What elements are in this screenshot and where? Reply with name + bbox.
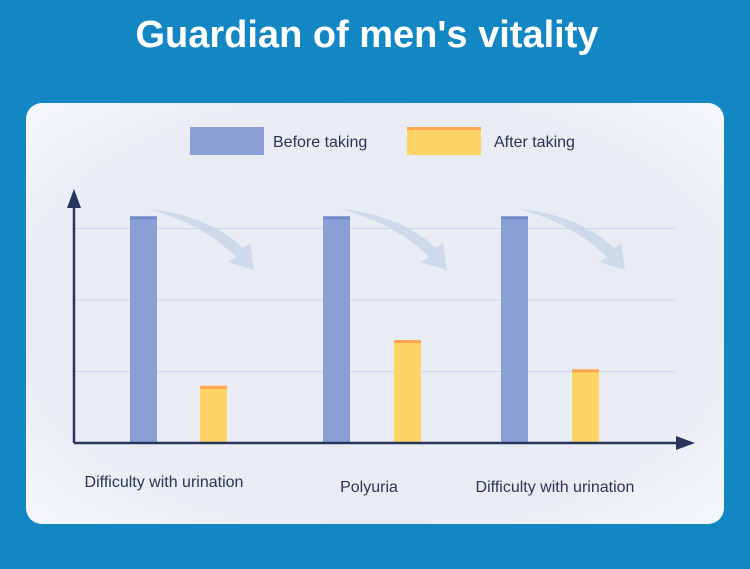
trend-arrow-icon [148,209,254,270]
category-label: Polyuria [340,479,398,496]
legend-swatch-0 [190,127,264,155]
bar-after [200,385,227,443]
legend-label-0: Before taking [273,134,367,151]
legend-swatch-top [407,127,481,130]
category-label: Difficulty with urination [85,474,244,491]
page-title: Guardian of men's vitality [135,14,599,56]
legend-label-1: After taking [494,134,575,151]
bar-cap [394,340,421,344]
bar-after [572,369,599,443]
bar-before [501,216,528,443]
bar-after [394,340,421,443]
legend-swatch-1 [407,127,481,155]
category-label: Difficulty with urination [476,479,635,496]
bar-cap [572,369,599,373]
bar-before [323,216,350,443]
trend-arrow-icon [341,209,447,270]
x-axis-arrow-icon [676,436,695,450]
trend-arrow-icon [519,209,625,270]
y-axis-arrow-icon [67,189,81,208]
bar-cap [323,216,350,220]
bar-cap [200,385,227,389]
bar-before [130,216,157,443]
bar-cap [501,216,528,220]
bar-cap [130,216,157,220]
